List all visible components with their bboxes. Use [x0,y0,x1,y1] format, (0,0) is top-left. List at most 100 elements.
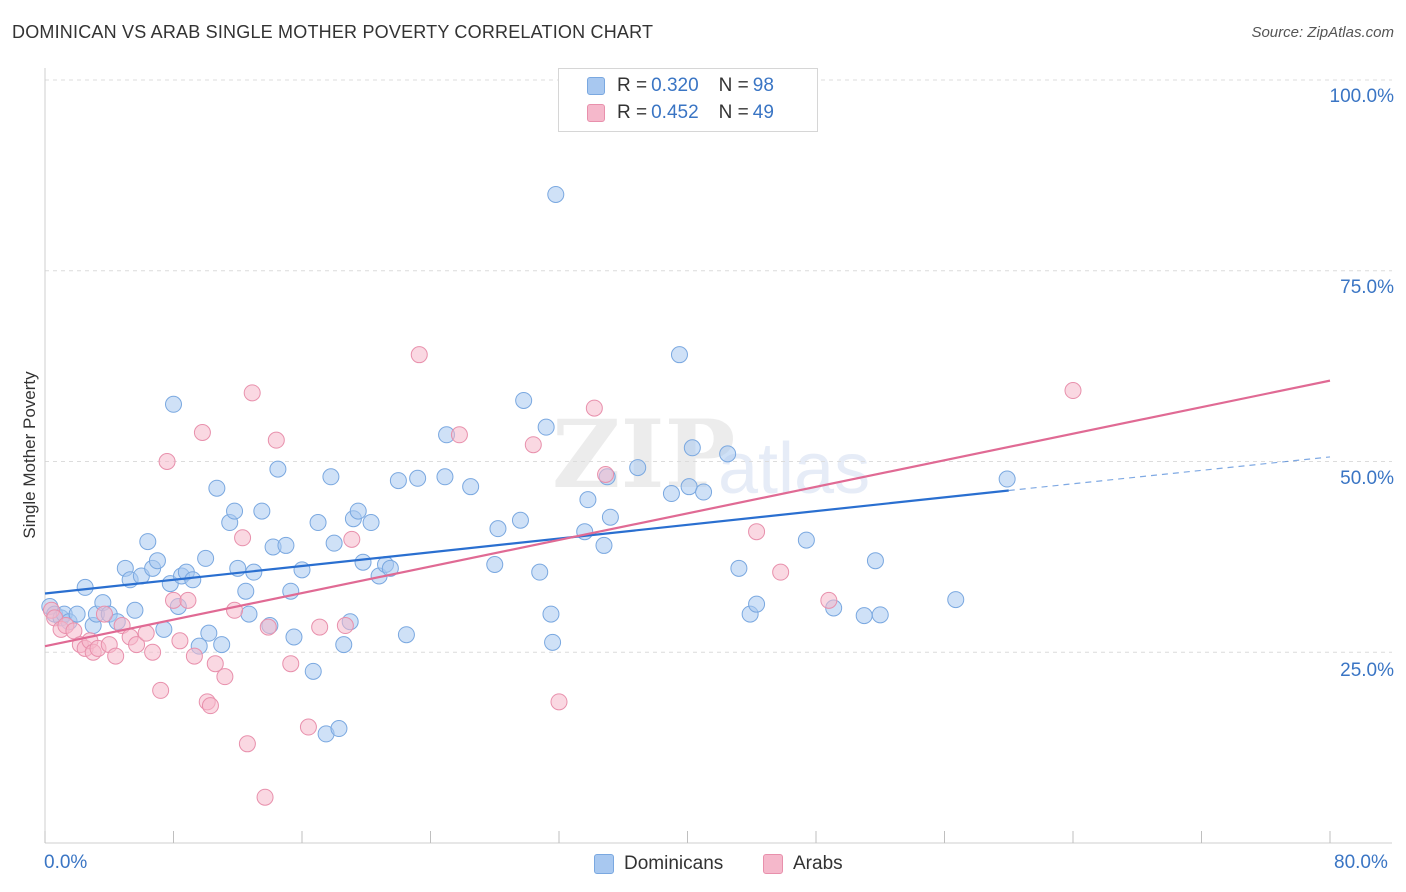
data-point [311,618,329,636]
legend-item-dominicans[interactable]: Dominicans [594,851,723,877]
data-point [680,478,698,496]
data-point [234,529,252,547]
data-point [171,632,189,650]
data-point [240,605,258,623]
dominicans-swatch [594,854,614,874]
data-point [515,391,533,409]
data-point [410,346,428,364]
data-point [126,601,144,619]
data-point [226,502,244,520]
data-point [285,628,303,646]
data-point [389,472,407,490]
data-point [585,399,603,417]
data-point [354,553,372,571]
data-point [185,647,203,665]
data-point [662,485,680,503]
data-point [597,465,615,483]
data-point [547,185,565,203]
data-point [1064,382,1082,400]
data-point [208,479,226,497]
r-value: 0.452 [651,102,699,123]
data-point [336,617,354,635]
r-value: 0.320 [651,75,699,96]
trend-line [44,379,1331,648]
data-point [243,384,261,402]
data-point [325,534,343,552]
legend-label: Dominicans [624,853,724,874]
data-point [200,624,218,642]
data-point [629,459,647,477]
data-point [238,735,256,753]
data-point [537,418,555,436]
watermark-atlas: atlas [718,429,871,509]
data-point [695,483,713,501]
data-point [397,626,415,644]
data-point [866,552,884,570]
data-point [330,720,348,738]
data-point [349,502,367,520]
data-point [871,606,889,624]
data-point [193,424,211,442]
data-point [282,655,300,673]
data-point [213,636,231,654]
chart-title: DOMINICAN VS ARAB SINGLE MOTHER POVERTY … [12,22,654,42]
correlation-legend: R = 0.320 N = 98 R = 0.452 N = 49 [558,68,818,132]
legend-row-arabs: R = 0.452 N = 49 [587,100,774,126]
data-point [748,595,766,613]
data-point [343,530,361,548]
data-point [253,502,271,520]
data-point [76,578,94,596]
data-point [226,601,244,619]
legend-row-dominicans: R = 0.320 N = 98 [587,73,774,99]
data-point [335,636,353,654]
data-point [65,622,83,640]
y-tick-label: 25.0% [1340,660,1394,681]
data-point [409,469,427,487]
data-point [201,697,219,715]
data-point [107,647,125,665]
data-point [542,605,560,623]
x-tick-label: 0.0% [44,852,88,873]
data-point [462,478,480,496]
data-point [670,346,688,364]
data-point [237,582,255,600]
data-point [719,445,737,463]
data-point [139,533,157,551]
data-point [772,563,790,581]
y-tick-label: 50.0% [1340,468,1394,489]
x-tick-label: 80.0% [1334,852,1388,873]
data-point [511,511,529,529]
legend-label: Arabs [793,853,843,874]
trend-line [44,489,1009,595]
data-point [137,624,155,642]
arabs-swatch [587,104,605,122]
n-label: N = [718,75,749,96]
n-label: N = [718,102,749,123]
data-point [184,571,202,589]
data-point [544,633,562,651]
y-tick-label: 75.0% [1340,277,1394,298]
data-point [158,453,176,470]
y-axis-label: Single Mother Poverty [20,371,39,539]
data-point [148,552,166,570]
data-point [947,591,965,609]
data-point [144,643,162,661]
data-point [304,662,322,680]
data-point [748,523,766,541]
data-point [855,607,873,625]
data-point [998,470,1016,488]
data-point [486,556,504,574]
data-point [489,520,507,538]
data-point [216,668,234,686]
data-point [730,559,748,577]
legend-item-arabs[interactable]: Arabs [763,851,843,877]
data-point [362,514,380,532]
data-point [797,531,815,549]
data-point [381,559,399,577]
data-point [179,591,197,609]
data-point [450,426,468,444]
data-point [683,439,701,457]
data-point [550,693,568,711]
data-point [820,591,838,609]
data-point [256,788,274,806]
